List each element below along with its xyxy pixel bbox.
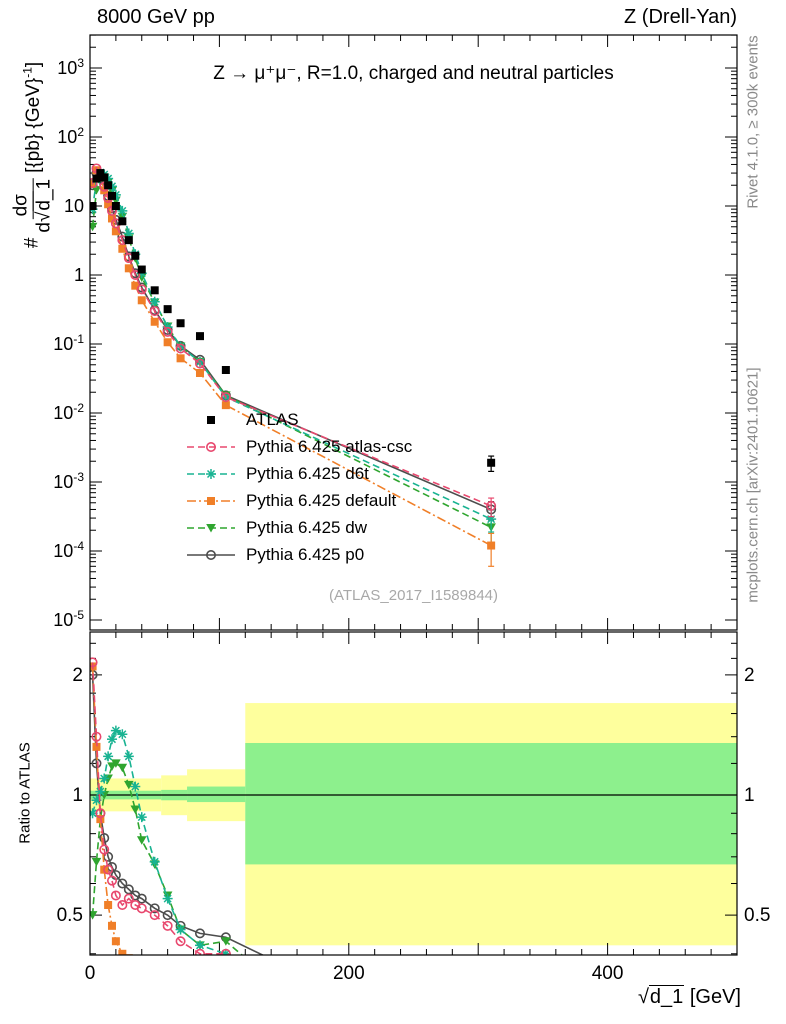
svg-text:1: 1 bbox=[72, 785, 83, 806]
svg-text:0: 0 bbox=[85, 963, 96, 984]
legend-item-default: Pythia 6.425 default bbox=[185, 487, 412, 514]
svg-text:10-2: 10-2 bbox=[53, 401, 84, 423]
band-green bbox=[245, 742, 737, 865]
legend: ATLAS Pythia 6.425 atlas-csc Pythia 6.425 … bbox=[185, 406, 412, 568]
beam-energy-label: 8000 GeV pp bbox=[97, 6, 215, 28]
legend-label: Pythia 6.425 dw bbox=[246, 517, 367, 537]
legend-label: Pythia 6.425 atlas-csc bbox=[246, 436, 413, 456]
y-axis-units-sup: -1 bbox=[20, 67, 35, 78]
y-axis-prefix: # bbox=[22, 237, 43, 249]
legend-item-atlas-csc: Pythia 6.425 atlas-csc bbox=[185, 433, 412, 460]
ratio-frame bbox=[89, 631, 738, 956]
x-axis-title: √d_1 [GeV] bbox=[637, 985, 741, 1009]
plot-title: Z → μ⁺μ⁻, R=1.0, charged and neutral par… bbox=[213, 63, 614, 84]
svg-text:0.5: 0.5 bbox=[744, 905, 770, 926]
legend-item-dw: Pythia 6.425 dw bbox=[185, 514, 412, 541]
svg-text:1: 1 bbox=[744, 785, 755, 806]
svg-text:10: 10 bbox=[64, 196, 84, 216]
y-axis-units-close: ] bbox=[23, 61, 45, 68]
svg-text:1: 1 bbox=[74, 265, 84, 285]
ratio-axis-title: Ratio to ATLAS bbox=[16, 742, 34, 844]
legend-marker-default bbox=[187, 496, 235, 505]
rivet-version-label: Rivet 4.1.0, ≥ 300k events bbox=[744, 35, 762, 209]
y-axis-denominator: d√d_1 bbox=[32, 177, 56, 233]
legend-marker-atlas bbox=[207, 415, 215, 424]
legend-marker-d6t bbox=[187, 468, 235, 479]
legend-marker-p0 bbox=[187, 549, 235, 560]
y-axis-units: [{pb} {GeV}-1] bbox=[21, 62, 45, 173]
legend-label: Pythia 6.425 d6t bbox=[246, 463, 369, 483]
series-ratio-p0 bbox=[90, 669, 265, 955]
svg-text:0.5: 0.5 bbox=[57, 905, 83, 926]
svg-text:2: 2 bbox=[72, 665, 83, 686]
svg-text:103: 103 bbox=[57, 56, 84, 78]
legend-item-atlas: ATLAS bbox=[185, 406, 412, 433]
legend-label: Pythia 6.425 default bbox=[246, 490, 397, 510]
series-main-atlas bbox=[90, 169, 496, 472]
y-axis-numerator: dσ bbox=[10, 191, 34, 220]
y-axis-denom-d: d√ bbox=[33, 211, 55, 233]
svg-text:10-1: 10-1 bbox=[53, 332, 84, 354]
y-axis-units-open: [{pb} {GeV} bbox=[23, 77, 45, 173]
legend-marker-atlas-csc bbox=[187, 441, 235, 452]
svg-text:10-3: 10-3 bbox=[53, 470, 84, 492]
legend-item-p0: Pythia 6.425 p0 bbox=[185, 541, 412, 568]
x-axis-units: [GeV] bbox=[684, 986, 741, 1008]
svg-text:10-5: 10-5 bbox=[53, 608, 84, 630]
svg-text:400: 400 bbox=[592, 963, 624, 984]
y-axis-fraction: dσ d√d_1 bbox=[10, 177, 56, 233]
legend-item-d6t: Pythia 6.425 d6t bbox=[185, 460, 412, 487]
legend-label: Pythia 6.425 p0 bbox=[246, 544, 365, 564]
main-frame bbox=[89, 34, 738, 631]
svg-text:102: 102 bbox=[57, 125, 84, 147]
ratio-bands bbox=[90, 703, 737, 946]
svg-text:2: 2 bbox=[744, 665, 755, 686]
legend-label: ATLAS bbox=[246, 409, 299, 429]
series-ratio-atlas-csc bbox=[90, 657, 233, 955]
y-axis-denom-arg: d_1 bbox=[32, 177, 55, 212]
band-green bbox=[187, 786, 246, 803]
svg-text:200: 200 bbox=[333, 963, 365, 984]
analysis-watermark: (ATLAS_2017_I1589844) bbox=[328, 587, 498, 604]
process-label: Z (Drell-Yan) bbox=[624, 6, 737, 28]
y-axis-title: # dσ d√d_1 [{pb} {GeV}-1] bbox=[10, 62, 56, 249]
svg-text:10-4: 10-4 bbox=[53, 539, 84, 561]
mcplots-attribution-label: mcplots.cern.ch [arXiv:2401.10621] bbox=[744, 367, 762, 603]
x-axis-sqrt: √ bbox=[637, 986, 649, 1008]
x-axis-arg: d_1 bbox=[648, 985, 685, 1008]
legend-marker-dw bbox=[187, 523, 235, 532]
series-ratio-d6t bbox=[90, 725, 231, 955]
